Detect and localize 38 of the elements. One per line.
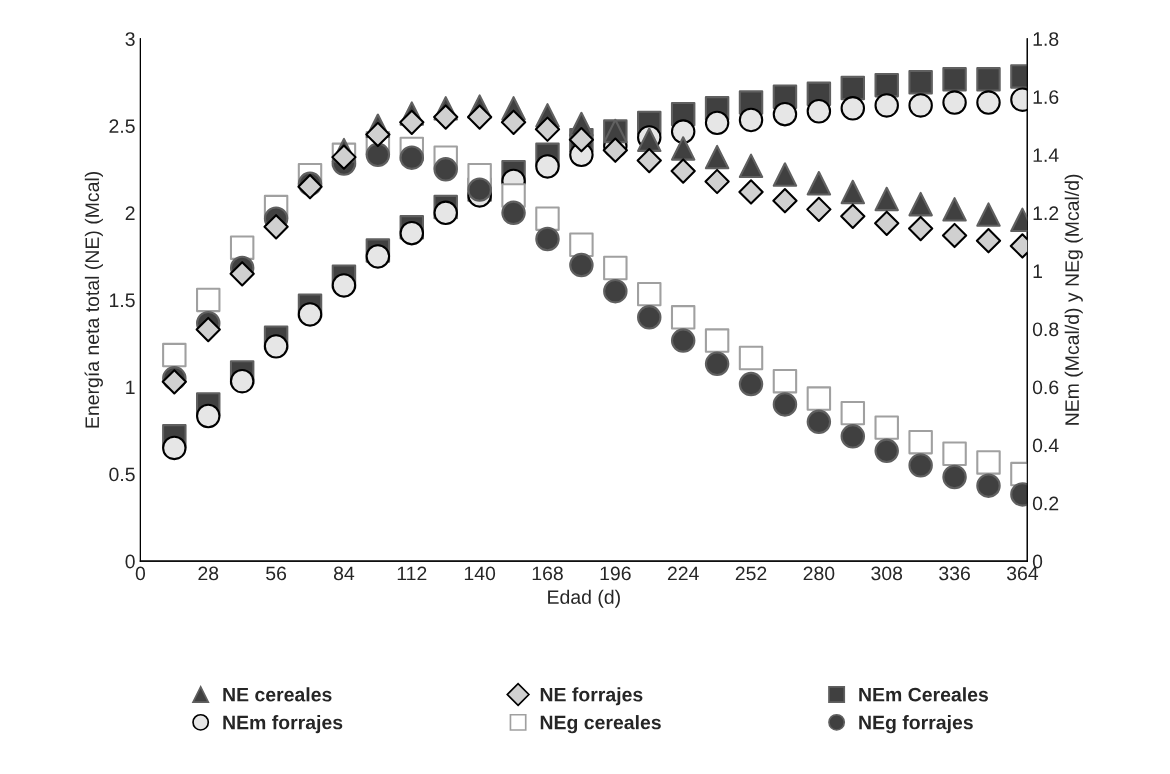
x-tick-label: 56 (266, 566, 287, 581)
y2-tick-label: 0.2 (1032, 496, 1059, 511)
x-tick-label: 280 (803, 566, 835, 581)
x-tick-label: 168 (532, 566, 563, 581)
y-tick-label: 1.5 (109, 293, 135, 308)
x-tick-label: 336 (939, 566, 970, 581)
y-tick-label: 3 (125, 32, 135, 46)
y-tick-label: 2 (125, 206, 135, 220)
y-tick-label: 0 (125, 554, 135, 569)
y2-tick-label: 0.6 (1032, 380, 1059, 395)
x-tick-label: 224 (667, 566, 699, 581)
x-tick-label: 308 (871, 566, 903, 581)
x-tick-label: 196 (600, 566, 631, 581)
y2-tick-label: 0.4 (1032, 438, 1059, 453)
y2-tick-label: 1.4 (1033, 148, 1059, 162)
legend-label: NE cereales (223, 687, 332, 702)
y2-axis-title: NEm (Mcal/d) y NEg (Mcal/d) (1064, 174, 1083, 425)
legend-label: NEm Cereales (859, 687, 988, 702)
legend-label: NEg cereales (540, 715, 661, 734)
y-axis-title: Energía neta total (NE) (Mcal) (84, 171, 103, 428)
y-tick-label: 0.5 (109, 467, 135, 482)
y-tick-label: 1 (126, 380, 135, 395)
x-tick-label: 84 (333, 566, 355, 581)
y2-tick-label: 1.6 (1033, 90, 1059, 104)
y-tick-label: 2.5 (109, 119, 135, 134)
y2-tick-label: 0.8 (1032, 322, 1059, 337)
legend-label: NEg forrajes (859, 715, 973, 734)
x-tick-label: 140 (464, 566, 496, 581)
x-tick-label: 0 (135, 566, 146, 581)
legend-label: NE forrajes (540, 687, 643, 706)
legend-label: NEm forrajes (223, 715, 343, 734)
y2-tick-label: 1.8 (1033, 32, 1059, 46)
x-tick-label: 252 (735, 566, 767, 581)
x-tick-label: 28 (198, 566, 219, 581)
y2-tick-label: 1 (1033, 264, 1042, 278)
y2-tick-label: 1.2 (1033, 206, 1059, 220)
x-axis-title: Edad (d) (548, 589, 620, 608)
x-tick-label: 112 (397, 566, 427, 581)
